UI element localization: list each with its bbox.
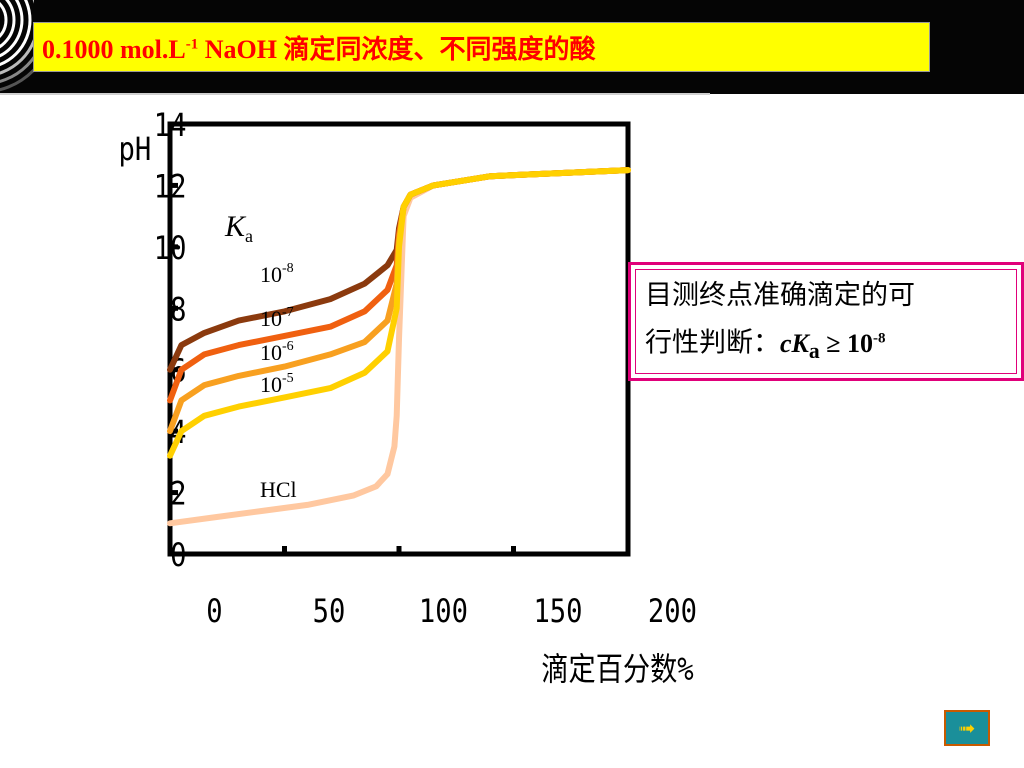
formula-sub: a	[808, 338, 820, 363]
title-suffix: NaOH 滴定同浓度、不同强度的酸	[198, 34, 596, 64]
y-axis-label: pH	[119, 131, 152, 169]
title-superscript: -1	[185, 35, 199, 52]
title-prefix: 0.1000 mol.L	[42, 34, 186, 64]
formula-op: ≥ 10	[819, 328, 873, 358]
next-arrow-icon[interactable]: ➟	[944, 710, 990, 746]
y-tick-label: 10	[154, 230, 187, 268]
header-divider	[0, 93, 710, 95]
series-label: 10-5	[260, 371, 294, 397]
formula-sup: -8	[873, 330, 886, 346]
note-line-2-prefix: 行性判断：	[645, 327, 780, 359]
x-tick-label: 50	[313, 593, 346, 631]
y-tick-label: 2	[170, 475, 186, 513]
series-label: 10-7	[260, 305, 294, 331]
x-tick-label: 150	[533, 593, 582, 631]
formula-c: c	[780, 328, 792, 358]
series-label: 10-8	[260, 261, 294, 287]
x-axis-label: 滴定百分数%	[541, 651, 693, 689]
slide-title-box: 0.1000 mol.L-1 NaOH 滴定同浓度、不同强度的酸	[33, 22, 930, 72]
note-line-2: 行性判断：cKa ≥ 10-8	[645, 317, 915, 372]
x-tick-label: 100	[419, 593, 468, 631]
legend-title: Ka	[224, 210, 253, 246]
x-tick-label: 0	[206, 593, 222, 631]
y-tick-label: 8	[170, 291, 186, 329]
y-tick-label: 12	[154, 168, 187, 206]
note-inner-border	[635, 269, 1017, 374]
concentric-rings-logo	[0, 0, 34, 92]
x-tick-label: 200	[648, 593, 697, 631]
criterion-note-box: 目测终点准确滴定的可 行性判断：cKa ≥ 10-8	[628, 262, 1024, 381]
y-tick-label: 14	[154, 107, 187, 145]
note-line-1: 目测终点准确滴定的可	[645, 280, 915, 311]
note-text: 目测终点准确滴定的可 行性判断：cKa ≥ 10-8	[645, 275, 915, 372]
slide-title: 0.1000 mol.L-1 NaOH 滴定同浓度、不同强度的酸	[42, 29, 595, 66]
series-line	[167, 167, 631, 459]
formula-k: K	[791, 328, 809, 358]
y-tick-label: 0	[170, 537, 186, 575]
criterion-formula: cKa ≥ 10-8	[780, 328, 886, 363]
series-label: HCl	[260, 477, 297, 502]
series-label: 10-6	[260, 339, 294, 365]
